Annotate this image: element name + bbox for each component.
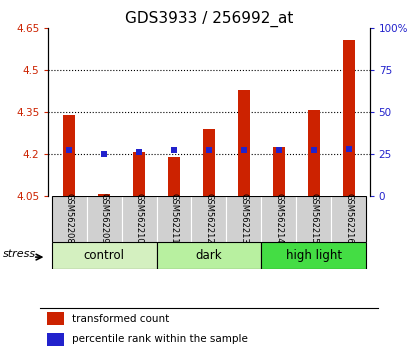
- Bar: [52, 196, 87, 242]
- Point: [206, 147, 213, 153]
- Title: GDS3933 / 256992_at: GDS3933 / 256992_at: [125, 11, 293, 27]
- Text: GSM562212: GSM562212: [205, 193, 213, 244]
- Bar: [296, 196, 331, 242]
- Text: GSM562215: GSM562215: [309, 193, 318, 244]
- Text: GSM562213: GSM562213: [239, 193, 248, 244]
- Bar: [261, 242, 366, 269]
- Point: [66, 147, 73, 153]
- Text: GSM562214: GSM562214: [274, 193, 284, 244]
- Bar: [157, 242, 261, 269]
- Bar: [168, 157, 180, 196]
- Bar: [331, 196, 366, 242]
- Bar: [98, 194, 110, 196]
- Bar: [343, 40, 355, 196]
- Point: [345, 146, 352, 152]
- Text: GSM562211: GSM562211: [170, 193, 178, 244]
- Text: GSM562216: GSM562216: [344, 193, 353, 244]
- Point: [136, 149, 142, 154]
- Bar: [273, 147, 285, 196]
- Bar: [307, 110, 320, 196]
- Text: control: control: [84, 249, 125, 262]
- Bar: [47, 333, 63, 346]
- Bar: [133, 152, 145, 196]
- Bar: [122, 196, 157, 242]
- Text: dark: dark: [196, 249, 222, 262]
- Point: [171, 147, 177, 153]
- Text: high light: high light: [286, 249, 342, 262]
- Text: GSM562208: GSM562208: [65, 193, 74, 244]
- Text: GSM562210: GSM562210: [134, 193, 144, 244]
- Bar: [226, 196, 261, 242]
- Text: stress: stress: [3, 249, 36, 259]
- Text: percentile rank within the sample: percentile rank within the sample: [72, 335, 248, 344]
- Bar: [87, 196, 122, 242]
- Bar: [63, 115, 75, 196]
- Bar: [47, 312, 63, 325]
- Bar: [238, 90, 250, 196]
- Point: [241, 147, 247, 153]
- Text: GSM562209: GSM562209: [100, 193, 109, 244]
- Bar: [192, 196, 226, 242]
- Bar: [52, 242, 157, 269]
- Bar: [261, 196, 296, 242]
- Text: transformed count: transformed count: [72, 314, 169, 324]
- Point: [310, 147, 317, 153]
- Bar: [157, 196, 192, 242]
- Point: [276, 147, 282, 153]
- Point: [101, 151, 108, 157]
- Bar: [203, 129, 215, 196]
